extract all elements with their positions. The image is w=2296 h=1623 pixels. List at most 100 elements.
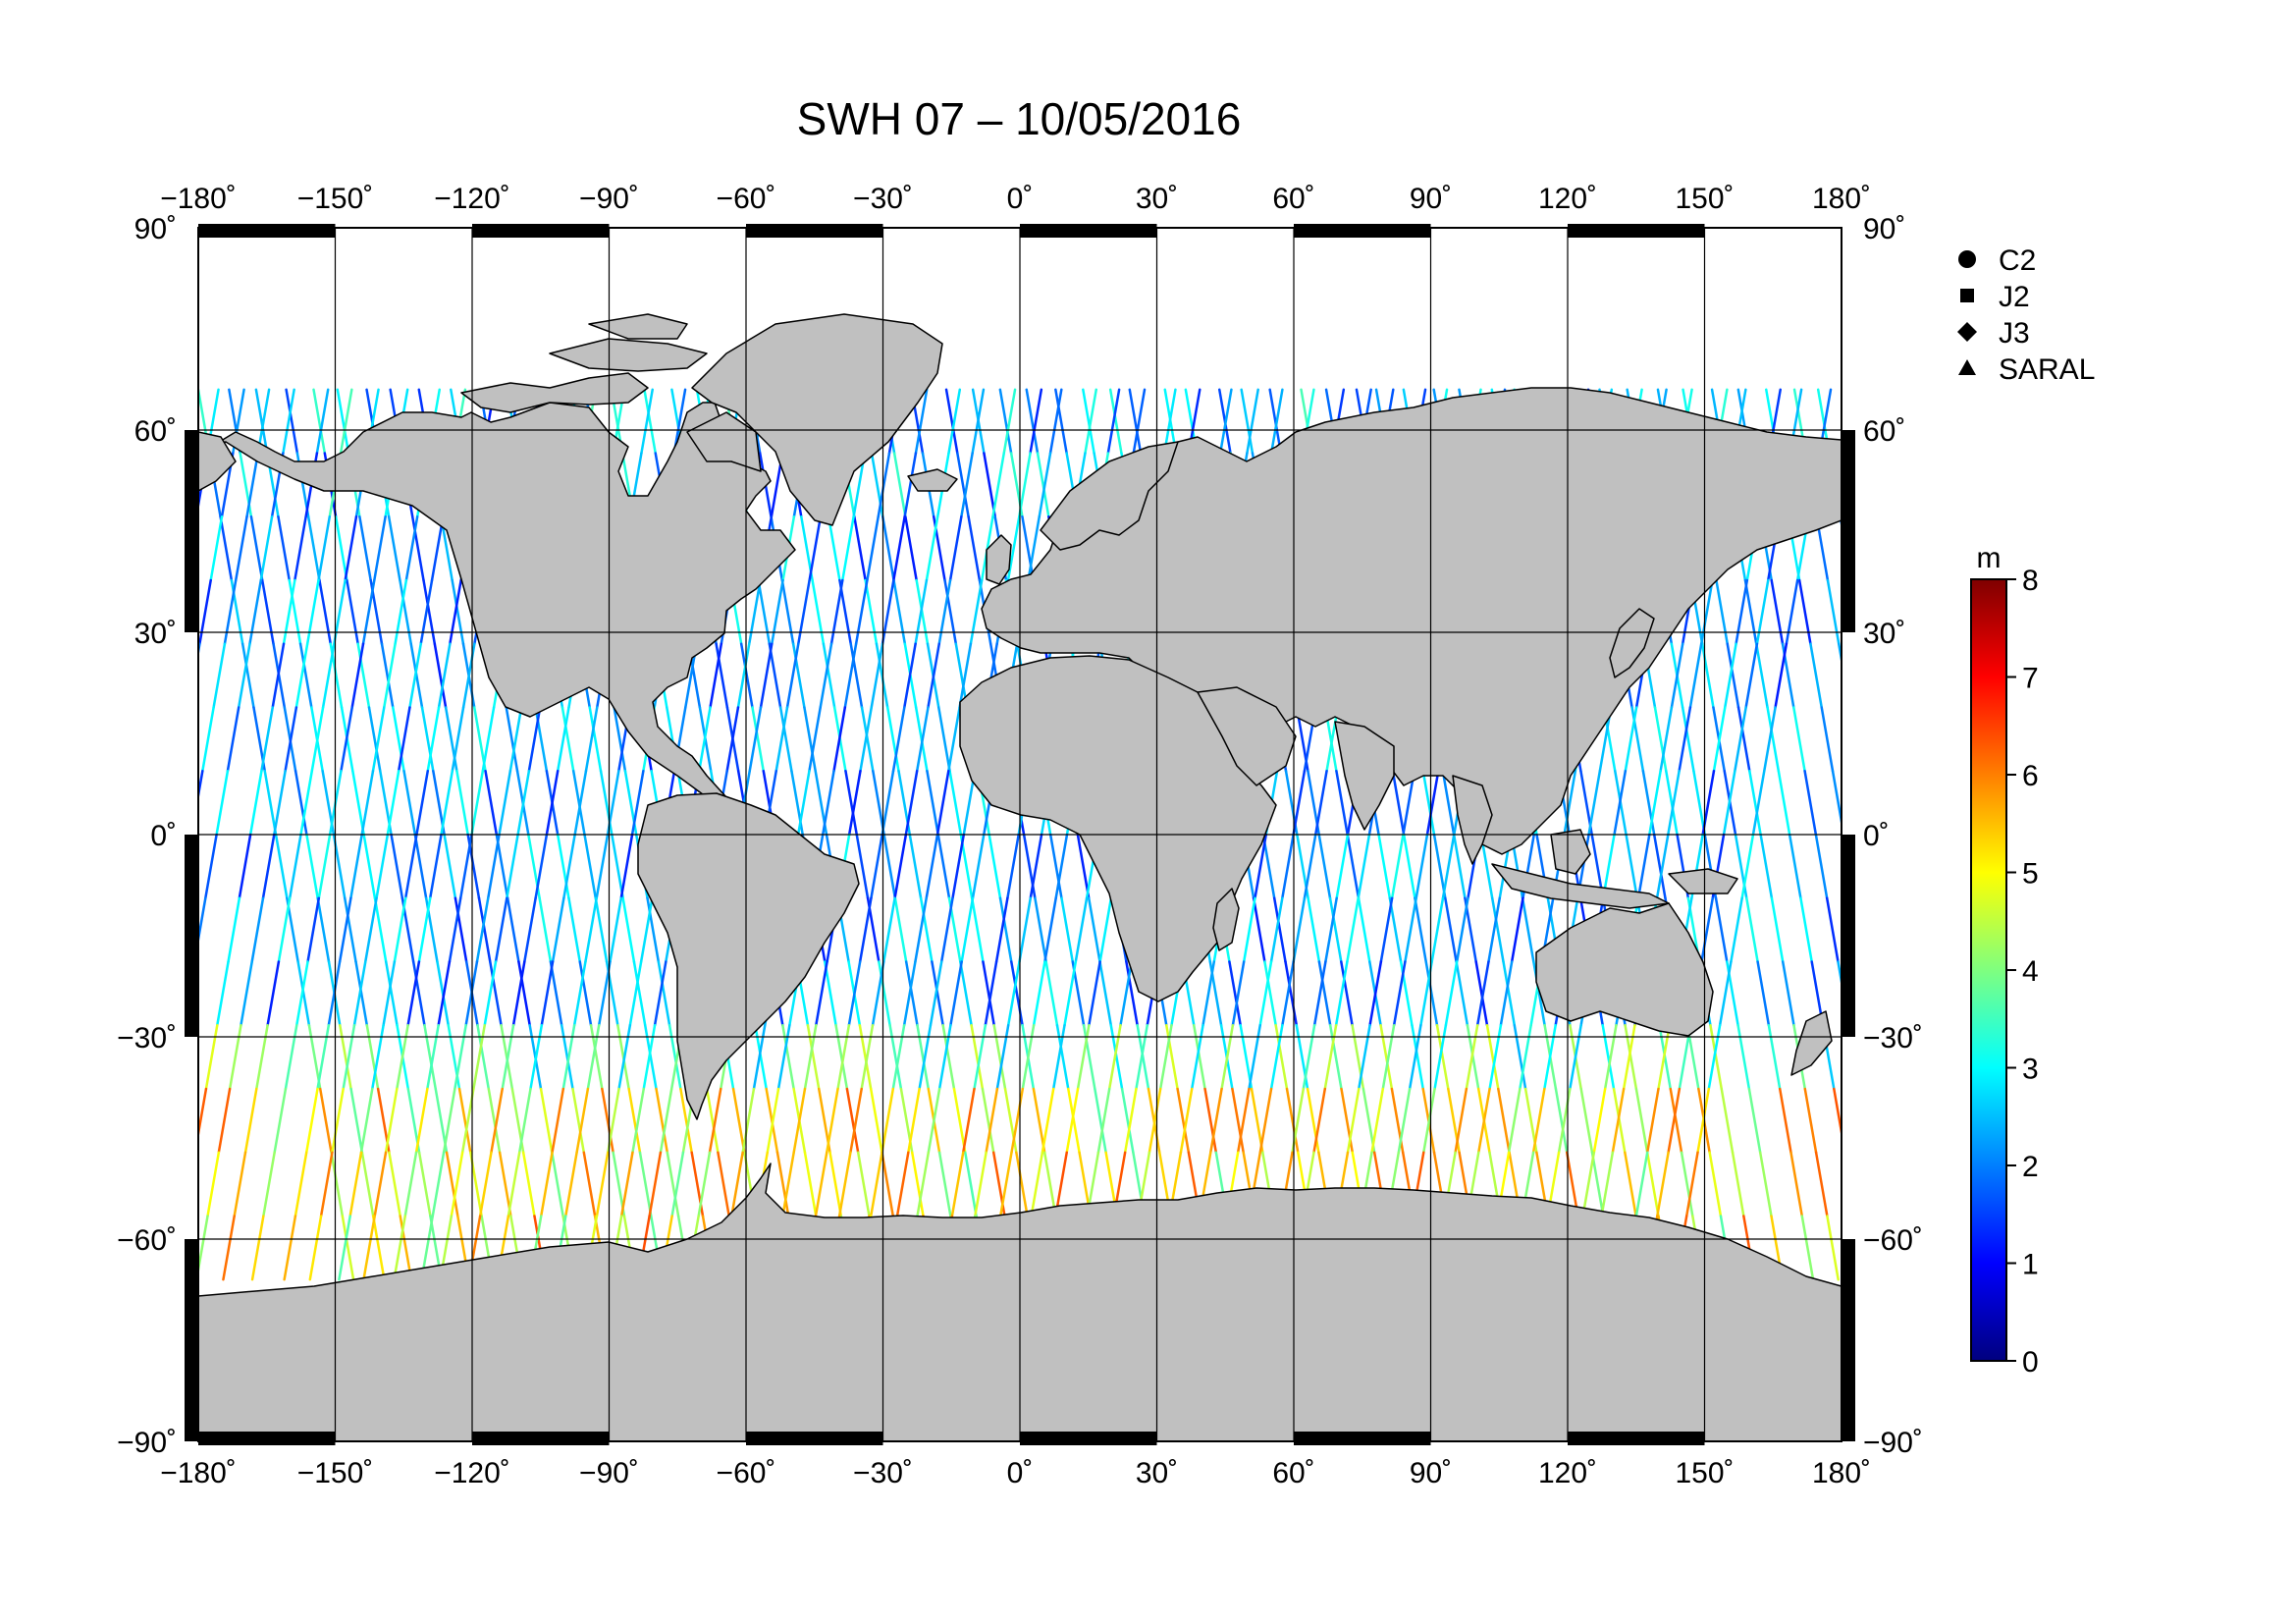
track-segment bbox=[1751, 770, 1766, 837]
track-segment bbox=[1581, 1151, 1596, 1217]
track-segment bbox=[1379, 1023, 1394, 1091]
track-segment bbox=[250, 1215, 265, 1281]
track-segment bbox=[902, 960, 917, 1027]
track-segment bbox=[288, 833, 302, 899]
track-segment bbox=[319, 1151, 334, 1217]
track-segment bbox=[1636, 833, 1651, 899]
colorbar-tick-label: 5 bbox=[2022, 858, 2039, 891]
track-segment bbox=[1720, 1087, 1735, 1154]
track-segment bbox=[1087, 896, 1101, 963]
track-segment bbox=[597, 960, 612, 1027]
track-segment bbox=[803, 706, 817, 773]
track-segment bbox=[1106, 388, 1121, 455]
track-segment bbox=[949, 960, 963, 1027]
colorbar-unit: m bbox=[1977, 542, 2002, 574]
track-segment bbox=[866, 515, 880, 582]
track-segment bbox=[1579, 1087, 1594, 1154]
track-segment bbox=[858, 1023, 873, 1091]
track-segment bbox=[1490, 896, 1505, 963]
track-segment bbox=[1700, 896, 1715, 963]
track-segment bbox=[392, 706, 405, 773]
track-segment bbox=[1797, 578, 1812, 646]
track-segment bbox=[1699, 578, 1714, 646]
track-segment bbox=[670, 1151, 685, 1217]
track-segment bbox=[521, 1151, 536, 1217]
track-segment bbox=[260, 578, 275, 646]
track-segment bbox=[349, 833, 363, 899]
diamond-icon bbox=[1957, 322, 1977, 342]
track-segment bbox=[316, 1023, 331, 1091]
track-segment bbox=[821, 770, 835, 837]
track-segment bbox=[829, 578, 844, 646]
track-segment bbox=[731, 1087, 746, 1154]
track-segment bbox=[498, 770, 512, 837]
track-segment bbox=[198, 896, 207, 947]
track-segment bbox=[1432, 833, 1447, 899]
longitude-label: 180˚ bbox=[1812, 183, 1871, 215]
track-segment bbox=[100, 1153, 111, 1217]
track-segment bbox=[1833, 1087, 1842, 1140]
track-segment bbox=[254, 388, 269, 455]
track-segment bbox=[998, 896, 1013, 963]
track-segment bbox=[881, 1151, 895, 1217]
track-segment bbox=[991, 452, 1006, 518]
track-segment bbox=[811, 578, 826, 646]
track-segment bbox=[387, 515, 401, 582]
track-segment bbox=[943, 578, 958, 646]
track-segment bbox=[778, 706, 793, 773]
track-segment bbox=[481, 706, 496, 773]
track-segment bbox=[294, 642, 309, 709]
track-segment bbox=[927, 1087, 941, 1154]
track-segment bbox=[1507, 1087, 1522, 1154]
track-segment bbox=[1424, 960, 1439, 1027]
track-segment bbox=[1487, 896, 1502, 963]
track-segment bbox=[1655, 833, 1670, 899]
track-segment bbox=[1411, 1023, 1424, 1091]
track-segment bbox=[1043, 896, 1057, 963]
track-segment bbox=[108, 961, 119, 1025]
latitude-label: 0˚ bbox=[1863, 820, 1890, 852]
frame-bar-right bbox=[1842, 835, 1855, 1037]
track-segment bbox=[1726, 642, 1740, 709]
track-segment bbox=[350, 642, 365, 709]
track-segment bbox=[1358, 1023, 1371, 1091]
track-segment bbox=[1759, 833, 1774, 899]
track-segment bbox=[1034, 896, 1047, 963]
track-segment bbox=[284, 1023, 298, 1091]
track-segment bbox=[1736, 706, 1751, 773]
track-segment bbox=[556, 706, 570, 773]
track-segment bbox=[803, 1151, 818, 1217]
track-segment bbox=[1006, 515, 1021, 582]
track-segment bbox=[487, 833, 501, 899]
track-segment bbox=[390, 833, 404, 899]
track-segment bbox=[420, 706, 435, 773]
borneo bbox=[1550, 829, 1591, 875]
track-segment bbox=[1025, 388, 1040, 455]
track-segment bbox=[741, 1087, 756, 1154]
track-segment bbox=[259, 515, 274, 582]
track-segment bbox=[1002, 388, 1017, 455]
track-segment bbox=[428, 833, 443, 899]
track-segment bbox=[832, 706, 847, 773]
track-segment bbox=[255, 1023, 269, 1091]
track-segment bbox=[1231, 960, 1246, 1027]
colorbar-ticks: 0 1 2 3 4 5 6 7 8 bbox=[2006, 565, 2039, 1379]
track-segment bbox=[1248, 1023, 1261, 1091]
latitude-label: 60˚ bbox=[1863, 415, 1905, 448]
track-segment bbox=[1850, 708, 1861, 772]
track-segment bbox=[457, 1087, 472, 1154]
latitude-label: 90˚ bbox=[1863, 213, 1905, 245]
track-segment bbox=[1883, 898, 1894, 962]
track-segment bbox=[1648, 770, 1662, 837]
track-segment bbox=[523, 896, 537, 963]
track-segment bbox=[639, 896, 654, 963]
colorbar-scale bbox=[1970, 578, 2007, 1362]
track-segment bbox=[893, 833, 908, 899]
track-segment bbox=[549, 960, 563, 1027]
track-segment bbox=[960, 896, 975, 963]
track-segment bbox=[88, 1216, 99, 1279]
track-segment bbox=[1292, 896, 1307, 963]
track-segment bbox=[916, 1151, 931, 1217]
track-segment bbox=[589, 1023, 604, 1091]
track-segment bbox=[771, 578, 784, 646]
